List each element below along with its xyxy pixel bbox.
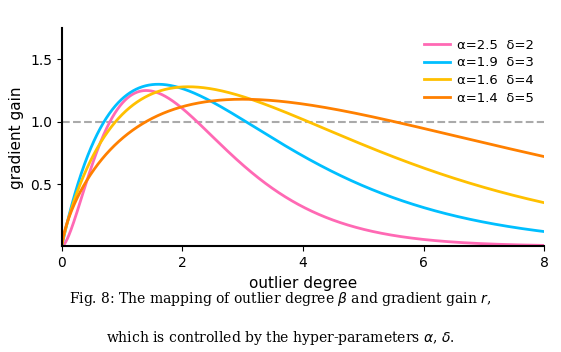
α=1.4  δ=5 [541, 155, 548, 159]
Line: α=1.4  δ=5: α=1.4 δ=5 [62, 99, 544, 246]
α=1.4  δ=5 [58, 244, 65, 248]
α=1.6  δ=4 [58, 244, 65, 249]
α=1.9  δ=3 [113, 102, 120, 106]
α=1.6  δ=4 [113, 118, 120, 122]
α=2.5  δ=2 [113, 108, 120, 112]
Text: Fig. 8: The mapping of outlier degree $\beta$ and gradient gain $r$,: Fig. 8: The mapping of outlier degree $\… [70, 290, 491, 308]
Y-axis label: gradient gain: gradient gain [10, 86, 25, 189]
Line: α=1.6  δ=4: α=1.6 δ=4 [62, 87, 544, 246]
α=2.5  δ=2 [541, 243, 548, 247]
α=1.9  δ=3 [531, 228, 538, 232]
α=1.4  δ=5 [264, 98, 271, 102]
α=1.9  δ=3 [243, 120, 250, 124]
α=1.9  δ=3 [58, 244, 65, 249]
α=1.9  δ=3 [155, 82, 162, 86]
α=1.6  δ=4 [264, 103, 271, 107]
α=2.5  δ=2 [142, 88, 149, 93]
α=1.6  δ=4 [480, 185, 486, 189]
α=1.6  δ=4 [243, 96, 250, 100]
α=1.4  δ=5 [531, 152, 538, 157]
α=1.4  δ=5 [240, 97, 246, 101]
Line: α=1.9  δ=3: α=1.9 δ=3 [62, 84, 544, 246]
Line: α=2.5  δ=2: α=2.5 δ=2 [62, 90, 544, 246]
Text: which is controlled by the hyper-parameters $\alpha$, $\delta$.: which is controlled by the hyper-paramet… [106, 329, 455, 347]
α=1.6  δ=4 [142, 95, 149, 99]
X-axis label: outlier degree: outlier degree [249, 276, 357, 291]
α=1.4  δ=5 [113, 141, 120, 145]
α=1.9  δ=3 [541, 230, 548, 234]
α=1.4  δ=5 [243, 97, 250, 101]
α=1.6  δ=4 [541, 201, 548, 205]
α=1.4  δ=5 [142, 120, 149, 124]
α=1.9  δ=3 [264, 133, 271, 137]
α=2.5  δ=2 [58, 244, 65, 249]
α=1.9  δ=3 [142, 84, 149, 88]
α=1.9  δ=3 [480, 220, 486, 224]
Legend: α=2.5  δ=2, α=1.9  δ=3, α=1.6  δ=4, α=1.4  δ=5: α=2.5 δ=2, α=1.9 δ=3, α=1.6 δ=4, α=1.4 δ… [420, 35, 537, 108]
α=1.6  δ=4 [185, 85, 192, 89]
α=2.5  δ=2 [531, 243, 538, 247]
α=1.4  δ=5 [480, 140, 486, 145]
α=2.5  δ=2 [243, 166, 250, 171]
α=2.5  δ=2 [480, 241, 486, 246]
α=2.5  δ=2 [143, 88, 150, 93]
α=2.5  δ=2 [264, 183, 271, 187]
α=1.6  δ=4 [531, 199, 538, 203]
